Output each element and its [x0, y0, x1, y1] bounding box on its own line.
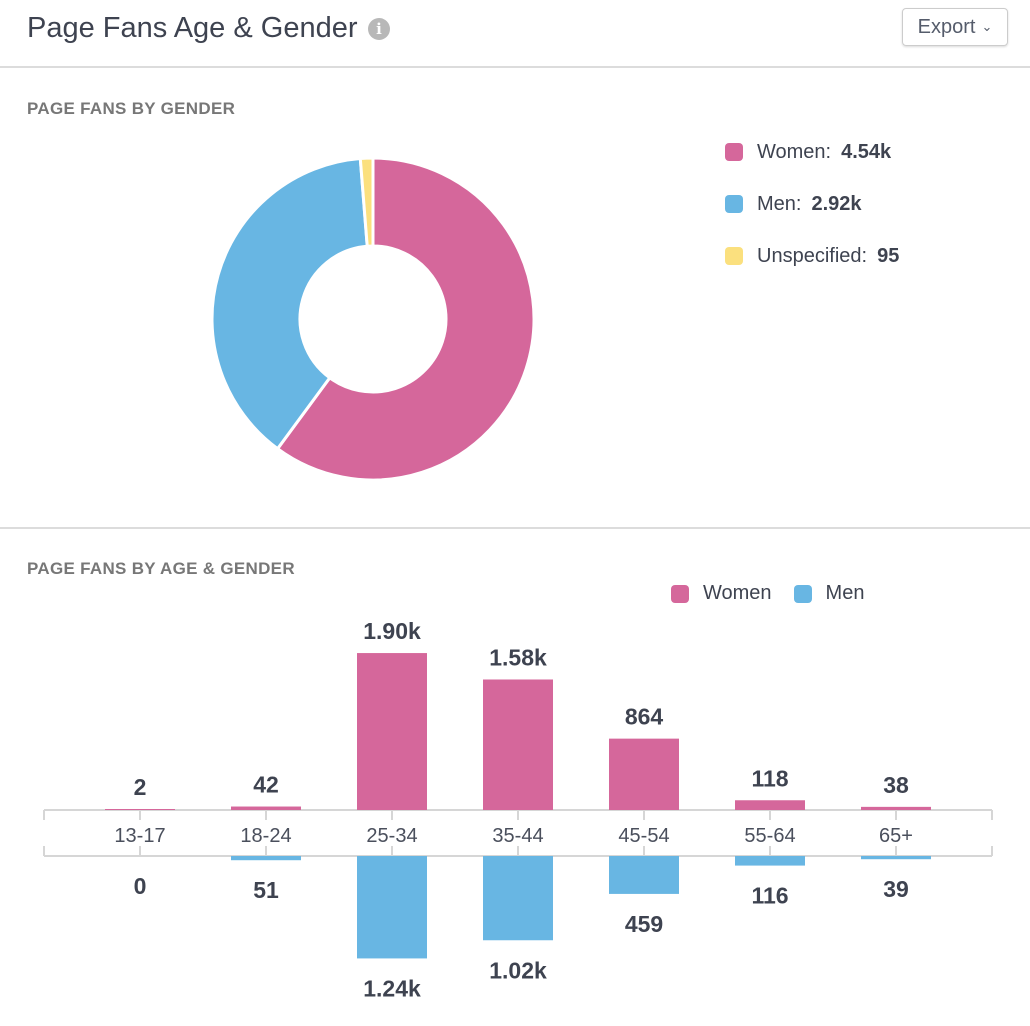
women-data-label: 118 [751, 765, 788, 791]
section-divider [0, 527, 1030, 529]
age-gender-section-title: PAGE FANS BY AGE & GENDER [27, 559, 295, 578]
age-gender-legend: Women Men [671, 582, 864, 605]
donut-slice-women[interactable] [275, 156, 536, 482]
unspecified-swatch [725, 247, 743, 265]
legend-item-men[interactable]: Men [793, 582, 865, 605]
chevron-down-icon: ⌄ [981, 19, 993, 34]
legend-item-men[interactable]: Men:2.92k [725, 178, 899, 230]
card-title: Page Fans Age & Gender [27, 12, 358, 44]
men-bar[interactable] [735, 856, 805, 866]
women-data-label: 38 [883, 772, 909, 798]
women-bar[interactable] [105, 809, 175, 810]
category-label: 18-24 [240, 825, 291, 847]
men-bar[interactable] [483, 856, 553, 941]
women-bar[interactable] [231, 806, 301, 810]
category-label: 25-34 [366, 825, 417, 847]
gender-donut-chart [210, 156, 536, 482]
women-data-label: 864 [625, 704, 664, 730]
legend-item-women[interactable]: Women:4.54k [725, 126, 899, 178]
men-bar[interactable] [231, 856, 301, 861]
legend-men-value: 2.92k [811, 192, 862, 215]
age-gender-bar-chart: 13-17 2 0 18-24 42 51 25-34 1.90k 1.24k 35-44 1.58… [43, 618, 993, 1001]
legend-men-name: Men [757, 192, 796, 215]
men-swatch [725, 195, 743, 213]
women-bar[interactable] [609, 738, 679, 810]
category-label: 65+ [879, 825, 913, 847]
men-bar[interactable] [609, 856, 679, 894]
legend-women-name: Women [703, 582, 772, 604]
gender-section-title: PAGE FANS BY GENDER [27, 99, 236, 118]
category-label: 45-54 [618, 825, 669, 847]
women-data-label: 42 [253, 772, 279, 798]
donut-slice-unspecified[interactable] [358, 156, 375, 248]
women-data-label: 2 [134, 774, 147, 800]
women-bar[interactable] [861, 806, 931, 810]
legend-item-unspecified[interactable]: Unspecified:95 [725, 230, 899, 282]
legend-unspecified-name: Unspecified [757, 244, 862, 267]
women-swatch [671, 584, 689, 603]
legend-item-women[interactable]: Women [671, 582, 772, 605]
card-header: Page Fans Age & Gender i Export ⌄ [0, 0, 1030, 68]
men-data-label: 39 [883, 876, 909, 902]
category-label: 35-44 [492, 825, 543, 847]
info-circle-icon[interactable]: i [368, 18, 390, 40]
category-label: 55-64 [744, 825, 795, 847]
women-bar[interactable] [483, 679, 553, 810]
men-data-label: 51 [253, 877, 279, 903]
export-button[interactable]: Export ⌄ [902, 8, 1008, 46]
men-data-label: 1.24k [363, 975, 421, 1001]
women-bar[interactable] [735, 800, 805, 810]
men-data-label: 0 [134, 873, 147, 899]
men-data-label: 1.02k [489, 957, 547, 983]
legend-women-name: Women [757, 140, 826, 163]
legend-women-value: 4.54k [841, 140, 892, 163]
men-data-label: 116 [751, 883, 788, 909]
export-label: Export [917, 15, 976, 38]
women-bar[interactable] [357, 653, 427, 810]
women-swatch [725, 143, 743, 161]
donut-slice-men[interactable] [210, 156, 369, 451]
men-bar[interactable] [861, 856, 931, 860]
men-data-label: 459 [625, 911, 663, 937]
legend-men-name: Men [825, 582, 865, 604]
legend-unspecified-value: 95 [877, 244, 900, 267]
women-data-label: 1.90k [363, 618, 421, 644]
gender-legend: Women:4.54k Men:2.92k Unspecified:95 [725, 126, 899, 282]
men-bar[interactable] [357, 856, 427, 959]
women-data-label: 1.58k [489, 644, 547, 670]
category-label: 13-17 [114, 825, 165, 847]
men-swatch [793, 584, 812, 603]
